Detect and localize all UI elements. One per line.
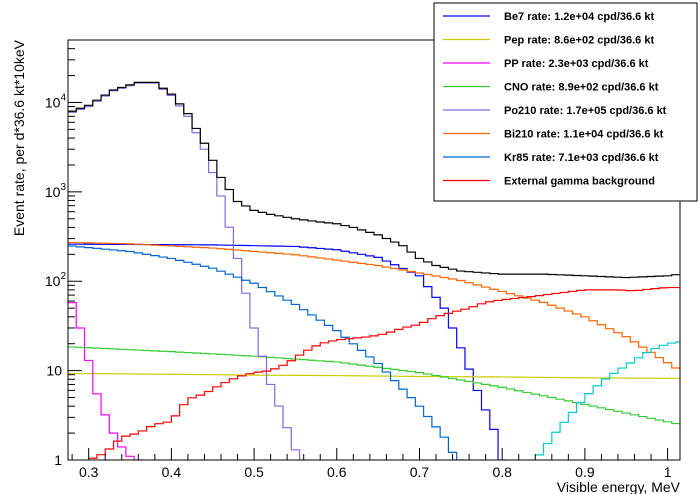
x-axis: 0.3 0.4 0.5 0.6 0.7 0.8 0.9 1: [71, 448, 672, 480]
x-tick-label: 0.6: [327, 464, 347, 480]
y-tick-label: 10: [46, 363, 62, 379]
x-tick-label: 0.3: [79, 464, 99, 480]
legend-label: Po210 rate: 1.7e+05 cpd/36.6 kt: [504, 105, 667, 117]
series-line-kr85: [68, 245, 465, 460]
y-tick-label: 104: [45, 92, 67, 110]
legend-box: [433, 2, 698, 202]
x-tick-label: 0.9: [575, 464, 595, 480]
series-layer: [68, 81, 680, 460]
series-line-total: [68, 81, 680, 279]
legend-label: External gamma background: [504, 176, 655, 188]
series-line-bi210: [68, 241, 680, 372]
legend-label: CNO rate: 8.9e+02 cpd/36.6 kt: [504, 82, 659, 94]
legend-label: Pep rate: 8.6e+02 cpd/36.6 kt: [504, 35, 654, 47]
y-tick-label: 1: [54, 452, 62, 468]
x-tick-label: 1: [664, 464, 672, 480]
legend-label: Bi210 rate: 1.1e+04 cpd/36.6 kt: [504, 129, 664, 141]
x-tick-label: 0.5: [244, 464, 264, 480]
plot-frame: [67, 39, 681, 461]
x-tick-label: 0.8: [492, 464, 512, 480]
legend: Be7 rate: 1.2e+04 cpd/36.6 kt Pep rate: 8…: [433, 2, 698, 202]
series-line-external: [88, 286, 680, 459]
series-line-unlabeled-8: [535, 341, 680, 456]
x-tick-label: 0.4: [162, 464, 182, 480]
y-axis: 1 10 102 103 104: [45, 39, 82, 468]
series-line-pp: [68, 301, 143, 460]
x-tick-label: 0.7: [410, 464, 430, 480]
y-tick-label: 102: [45, 271, 67, 289]
legend-label: Be7 rate: 1.2e+04 cpd/36.6 kt: [504, 11, 654, 23]
series-line-pep: [68, 372, 680, 379]
x-axis-title: Visible energy, MeV: [557, 479, 681, 494]
legend-label: PP rate: 2.3e+03 cpd/36.6 kt: [504, 58, 649, 70]
y-tick-label: 103: [45, 182, 67, 200]
legend-label: Kr85 rate: 7.1e+03 cpd/36.6 kt: [504, 152, 659, 164]
y-axis-title: Event rate, per d*36.6 kt*10keV: [11, 39, 27, 236]
series-line-cno: [68, 346, 680, 426]
